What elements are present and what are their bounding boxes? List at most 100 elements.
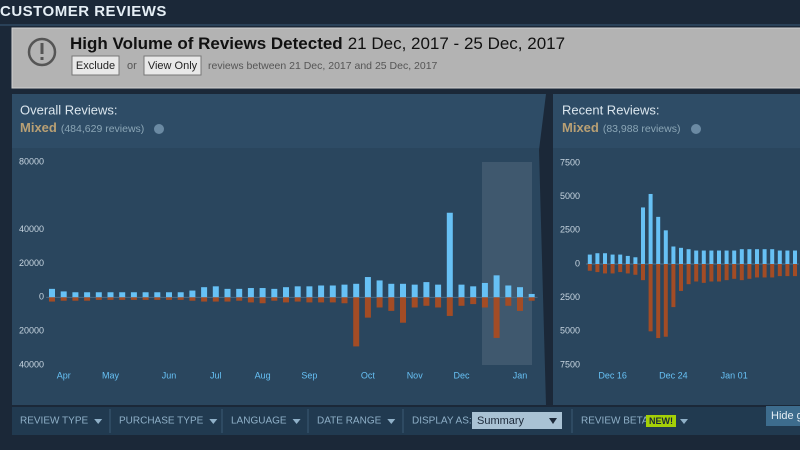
- bar: [224, 288, 231, 298]
- bar: [648, 193, 653, 264]
- bar: [458, 297, 465, 306]
- bar: [212, 297, 219, 302]
- bar: [400, 297, 406, 323]
- x-tick-label: Jun: [162, 370, 177, 380]
- bar: [595, 264, 600, 273]
- help-icon[interactable]: [691, 124, 701, 134]
- bar: [119, 297, 126, 300]
- display-select[interactable]: [472, 412, 562, 429]
- bar: [283, 297, 289, 303]
- bar: [95, 297, 102, 300]
- bar: [353, 283, 360, 298]
- recent-rating: Mixed: [562, 120, 599, 135]
- y-tick-label: 7500: [560, 157, 580, 167]
- help-icon[interactable]: [154, 124, 164, 134]
- bar: [247, 297, 254, 303]
- y-tick-label: 0: [39, 292, 44, 302]
- filter-label[interactable]: LANGUAGE: [231, 416, 287, 427]
- bar: [633, 264, 638, 275]
- bar: [60, 291, 67, 298]
- bar: [247, 288, 254, 298]
- x-tick-label: Sep: [301, 370, 317, 380]
- bar: [663, 230, 668, 264]
- display-value[interactable]: Summary: [477, 415, 525, 427]
- x-tick-label: Dec 24: [659, 370, 688, 380]
- recent-summary: Mixed (83,988 reviews): [562, 120, 680, 135]
- bar: [777, 250, 782, 264]
- alert-heading: High Volume of Reviews Detected 21 Dec, 2…: [70, 34, 565, 53]
- bar: [671, 246, 676, 264]
- bar: [793, 264, 797, 277]
- filters: REVIEW TYPE PURCHASE TYPE LANGUAGE DATE RAN…: [20, 409, 404, 433]
- filter-label[interactable]: REVIEW TYPE: [20, 416, 88, 427]
- bar: [739, 264, 744, 281]
- bar: [587, 254, 592, 264]
- x-tick-label: Apr: [57, 370, 71, 380]
- bar: [154, 297, 161, 300]
- bar: [341, 284, 348, 298]
- bar: [493, 275, 500, 298]
- bar: [701, 264, 706, 283]
- bar: [353, 297, 360, 347]
- bar: [694, 250, 699, 264]
- bar: [709, 250, 714, 264]
- x-tick-label: Nov: [407, 370, 424, 380]
- bar: [470, 286, 477, 298]
- bar: [603, 264, 607, 274]
- bar: [306, 286, 313, 298]
- hide-label[interactable]: Hide graph: [771, 410, 800, 422]
- new-badge-text: NEW!: [649, 416, 673, 426]
- bar: [770, 264, 775, 278]
- x-tick-label: Jan: [513, 370, 528, 380]
- view-only-button[interactable]: [143, 55, 202, 76]
- bar: [130, 292, 137, 298]
- bar: [236, 288, 243, 298]
- dropdown-arrow: [94, 419, 103, 424]
- alert-icon-dot: [40, 57, 44, 60]
- x-tick-label: Dec 16: [598, 370, 627, 380]
- bar: [259, 288, 266, 298]
- bar: [717, 250, 721, 264]
- y-tick-label: 20000: [19, 258, 44, 268]
- bar: [423, 297, 430, 306]
- bar: [84, 297, 91, 301]
- bar: [793, 250, 797, 264]
- bar: [318, 297, 325, 303]
- bar: [329, 285, 336, 298]
- bar: [777, 264, 782, 277]
- bar: [271, 297, 278, 301]
- bar: [625, 255, 630, 264]
- y-tick-label: 0: [575, 258, 580, 268]
- exclude-label[interactable]: Exclude: [76, 60, 115, 72]
- filter-label[interactable]: DATE RANGE: [317, 416, 382, 427]
- filter-label[interactable]: PURCHASE TYPE: [119, 416, 204, 427]
- bar: [724, 264, 729, 281]
- bar: [189, 290, 196, 298]
- beta-label[interactable]: REVIEW BETA: [581, 416, 649, 427]
- bar: [470, 297, 477, 305]
- y-tick-label: 7500: [560, 359, 580, 369]
- overall-count: (484,629 reviews): [61, 123, 144, 135]
- bar: [166, 292, 172, 298]
- new-badge: [646, 415, 676, 427]
- bar: [259, 297, 266, 304]
- bar: [376, 280, 383, 298]
- x-tick-label: May: [102, 370, 120, 380]
- alert-dates: 21 Dec, 2017 - 25 Dec, 2017: [348, 34, 565, 53]
- bar: [166, 297, 172, 300]
- bar: [435, 284, 442, 298]
- y-tick-label: 80000: [19, 156, 44, 166]
- bar: [671, 264, 676, 308]
- view-only-label[interactable]: View Only: [148, 60, 198, 72]
- recent-count: (83,988 reviews): [603, 123, 681, 135]
- hide-button[interactable]: [766, 406, 800, 426]
- bar: [625, 264, 630, 274]
- overall-summary: Mixed (484,629 reviews): [20, 120, 144, 135]
- bar: [411, 297, 418, 308]
- x-tick-label: Jan 01: [721, 370, 748, 380]
- bar: [388, 283, 395, 298]
- bar: [142, 297, 149, 300]
- x-tick-label: Dec: [453, 370, 470, 380]
- exclude-button[interactable]: [71, 55, 120, 76]
- bar: [785, 264, 790, 277]
